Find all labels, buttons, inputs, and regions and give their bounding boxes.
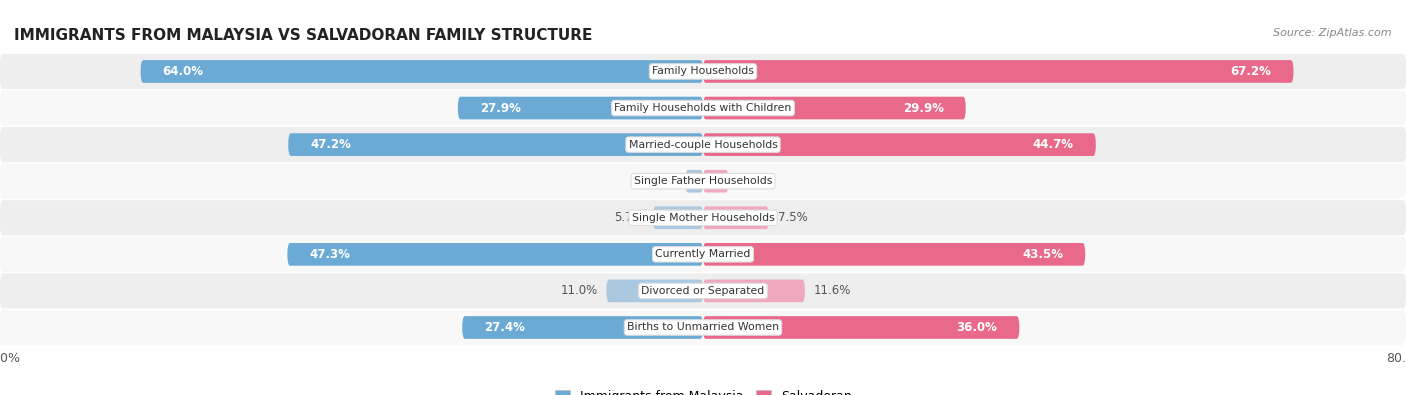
Text: Source: ZipAtlas.com: Source: ZipAtlas.com	[1274, 28, 1392, 38]
FancyBboxPatch shape	[0, 164, 1406, 199]
Text: Births to Unmarried Women: Births to Unmarried Women	[627, 322, 779, 333]
FancyBboxPatch shape	[703, 243, 1085, 266]
FancyBboxPatch shape	[703, 60, 1294, 83]
Text: 7.5%: 7.5%	[778, 211, 807, 224]
FancyBboxPatch shape	[0, 273, 1406, 308]
Text: 47.3%: 47.3%	[309, 248, 350, 261]
FancyBboxPatch shape	[141, 60, 703, 83]
Text: 2.0%: 2.0%	[647, 175, 676, 188]
Text: Married-couple Households: Married-couple Households	[628, 139, 778, 150]
FancyBboxPatch shape	[0, 200, 1406, 235]
FancyBboxPatch shape	[0, 90, 1406, 126]
FancyBboxPatch shape	[287, 243, 703, 266]
Text: 47.2%: 47.2%	[311, 138, 352, 151]
FancyBboxPatch shape	[652, 207, 703, 229]
Text: Family Households: Family Households	[652, 66, 754, 77]
Text: Single Mother Households: Single Mother Households	[631, 213, 775, 223]
Text: 64.0%: 64.0%	[163, 65, 204, 78]
FancyBboxPatch shape	[0, 310, 1406, 345]
Text: 43.5%: 43.5%	[1022, 248, 1063, 261]
FancyBboxPatch shape	[0, 54, 1406, 89]
Text: 67.2%: 67.2%	[1230, 65, 1271, 78]
Text: 27.9%: 27.9%	[479, 102, 520, 115]
Text: 44.7%: 44.7%	[1033, 138, 1074, 151]
Text: 2.9%: 2.9%	[737, 175, 768, 188]
FancyBboxPatch shape	[686, 170, 703, 192]
Text: 5.7%: 5.7%	[614, 211, 644, 224]
Legend: Immigrants from Malaysia, Salvadoran: Immigrants from Malaysia, Salvadoran	[551, 386, 855, 395]
FancyBboxPatch shape	[458, 97, 703, 119]
FancyBboxPatch shape	[0, 237, 1406, 272]
Text: Currently Married: Currently Married	[655, 249, 751, 260]
Text: IMMIGRANTS FROM MALAYSIA VS SALVADORAN FAMILY STRUCTURE: IMMIGRANTS FROM MALAYSIA VS SALVADORAN F…	[14, 28, 592, 43]
FancyBboxPatch shape	[703, 316, 1019, 339]
Text: 11.6%: 11.6%	[814, 284, 851, 297]
FancyBboxPatch shape	[606, 280, 703, 302]
FancyBboxPatch shape	[703, 280, 804, 302]
FancyBboxPatch shape	[0, 127, 1406, 162]
FancyBboxPatch shape	[703, 170, 728, 192]
FancyBboxPatch shape	[288, 133, 703, 156]
Text: 36.0%: 36.0%	[956, 321, 997, 334]
Text: 29.9%: 29.9%	[903, 102, 943, 115]
Text: Divorced or Separated: Divorced or Separated	[641, 286, 765, 296]
Text: 27.4%: 27.4%	[484, 321, 524, 334]
Text: Single Father Households: Single Father Households	[634, 176, 772, 186]
FancyBboxPatch shape	[703, 133, 1095, 156]
FancyBboxPatch shape	[463, 316, 703, 339]
FancyBboxPatch shape	[703, 97, 966, 119]
FancyBboxPatch shape	[703, 207, 769, 229]
Text: Family Households with Children: Family Households with Children	[614, 103, 792, 113]
Text: 11.0%: 11.0%	[561, 284, 598, 297]
